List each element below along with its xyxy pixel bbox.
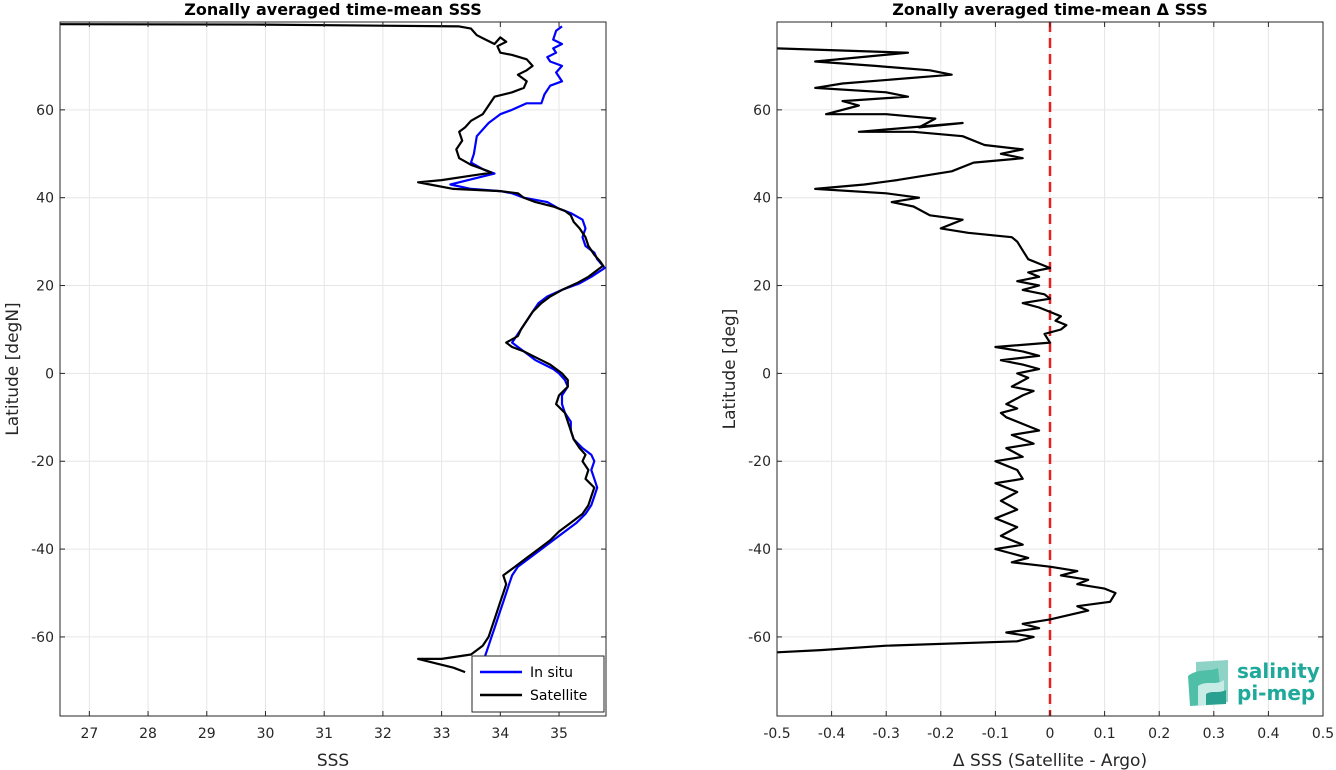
x-tick-label: 0.4 xyxy=(1257,726,1279,742)
left-grid xyxy=(60,22,606,716)
legend-entry-label: In situ xyxy=(530,665,573,681)
y-tick-label: -40 xyxy=(748,542,771,558)
x-tick-label: 0.1 xyxy=(1093,726,1115,742)
y-tick-label: 40 xyxy=(36,191,54,207)
right-chart-title: Zonally averaged time-mean Δ SSS xyxy=(892,0,1208,19)
left-axes-box xyxy=(59,21,607,717)
x-tick-label: 33 xyxy=(433,726,451,742)
x-tick-label: 29 xyxy=(198,726,216,742)
satellite-series-line xyxy=(60,23,605,674)
y-tick-label: -20 xyxy=(31,454,54,470)
x-tick-label: 0.3 xyxy=(1203,726,1225,742)
logo-text-pi-mep: pi-mep xyxy=(1237,681,1315,705)
x-tick-label: -0.3 xyxy=(873,726,900,742)
x-tick-label: 0.5 xyxy=(1312,726,1334,742)
y-tick-label: -40 xyxy=(31,542,54,558)
logo-emblem-icon xyxy=(1188,660,1228,706)
y-tick-label: -60 xyxy=(31,630,54,646)
y-tick-label: 20 xyxy=(36,279,54,295)
left-x-axis-label: SSS xyxy=(317,751,349,770)
x-tick-label: -0.1 xyxy=(982,726,1009,742)
left-y-axis-label: Latitude [degN] xyxy=(3,302,23,435)
y-tick-label: 0 xyxy=(45,366,54,382)
right-series-group xyxy=(777,47,1117,654)
y-tick-label: 40 xyxy=(753,191,771,207)
left-chart-title: Zonally averaged time-mean SSS xyxy=(184,0,482,19)
salinity-pi-mep-logo: salinity pi-mep xyxy=(1188,659,1320,706)
x-tick-label: 30 xyxy=(257,726,275,742)
x-tick-label: -0.4 xyxy=(818,726,845,742)
y-tick-label: 60 xyxy=(36,103,54,119)
legend: In situ Satellite xyxy=(471,655,605,713)
y-tick-label: 20 xyxy=(753,279,771,295)
y-tick-label: -60 xyxy=(748,630,771,646)
logo-text-salinity: salinity xyxy=(1237,659,1320,683)
x-tick-label: 0 xyxy=(1046,726,1055,742)
left-chart-panel: 27 28 29 30 31 32 33 34 35 -60 -40 -20 0 20 40 60 Zonall… xyxy=(3,0,607,770)
x-tick-label: 31 xyxy=(315,726,333,742)
y-tick-label: 0 xyxy=(762,366,771,382)
x-tick-label: 27 xyxy=(80,726,98,742)
right-y-axis-label: Latitude [deg] xyxy=(720,309,740,430)
x-tick-label: 0.2 xyxy=(1148,726,1170,742)
left-series-group xyxy=(60,23,606,674)
delta-sss-series-line xyxy=(777,47,1117,654)
left-plot-area xyxy=(60,22,606,716)
right-chart-panel: -0.5 -0.4 -0.3 -0.2 -0.1 0 0.1 0.2 0.3 0.4 0.5 -60 -… xyxy=(720,0,1334,770)
x-tick-label: 34 xyxy=(491,726,509,742)
y-tick-label: -20 xyxy=(748,454,771,470)
x-tick-label: -0.2 xyxy=(927,726,954,742)
legend-entry-label: Satellite xyxy=(530,688,587,704)
x-tick-label: 28 xyxy=(139,726,157,742)
right-x-axis-label: Δ SSS (Satellite - Argo) xyxy=(953,751,1147,770)
legend-box xyxy=(471,655,605,713)
x-tick-label: 32 xyxy=(374,726,392,742)
x-tick-label: -0.5 xyxy=(763,726,790,742)
x-tick-label: 35 xyxy=(550,726,568,742)
y-tick-label: 60 xyxy=(753,103,771,119)
